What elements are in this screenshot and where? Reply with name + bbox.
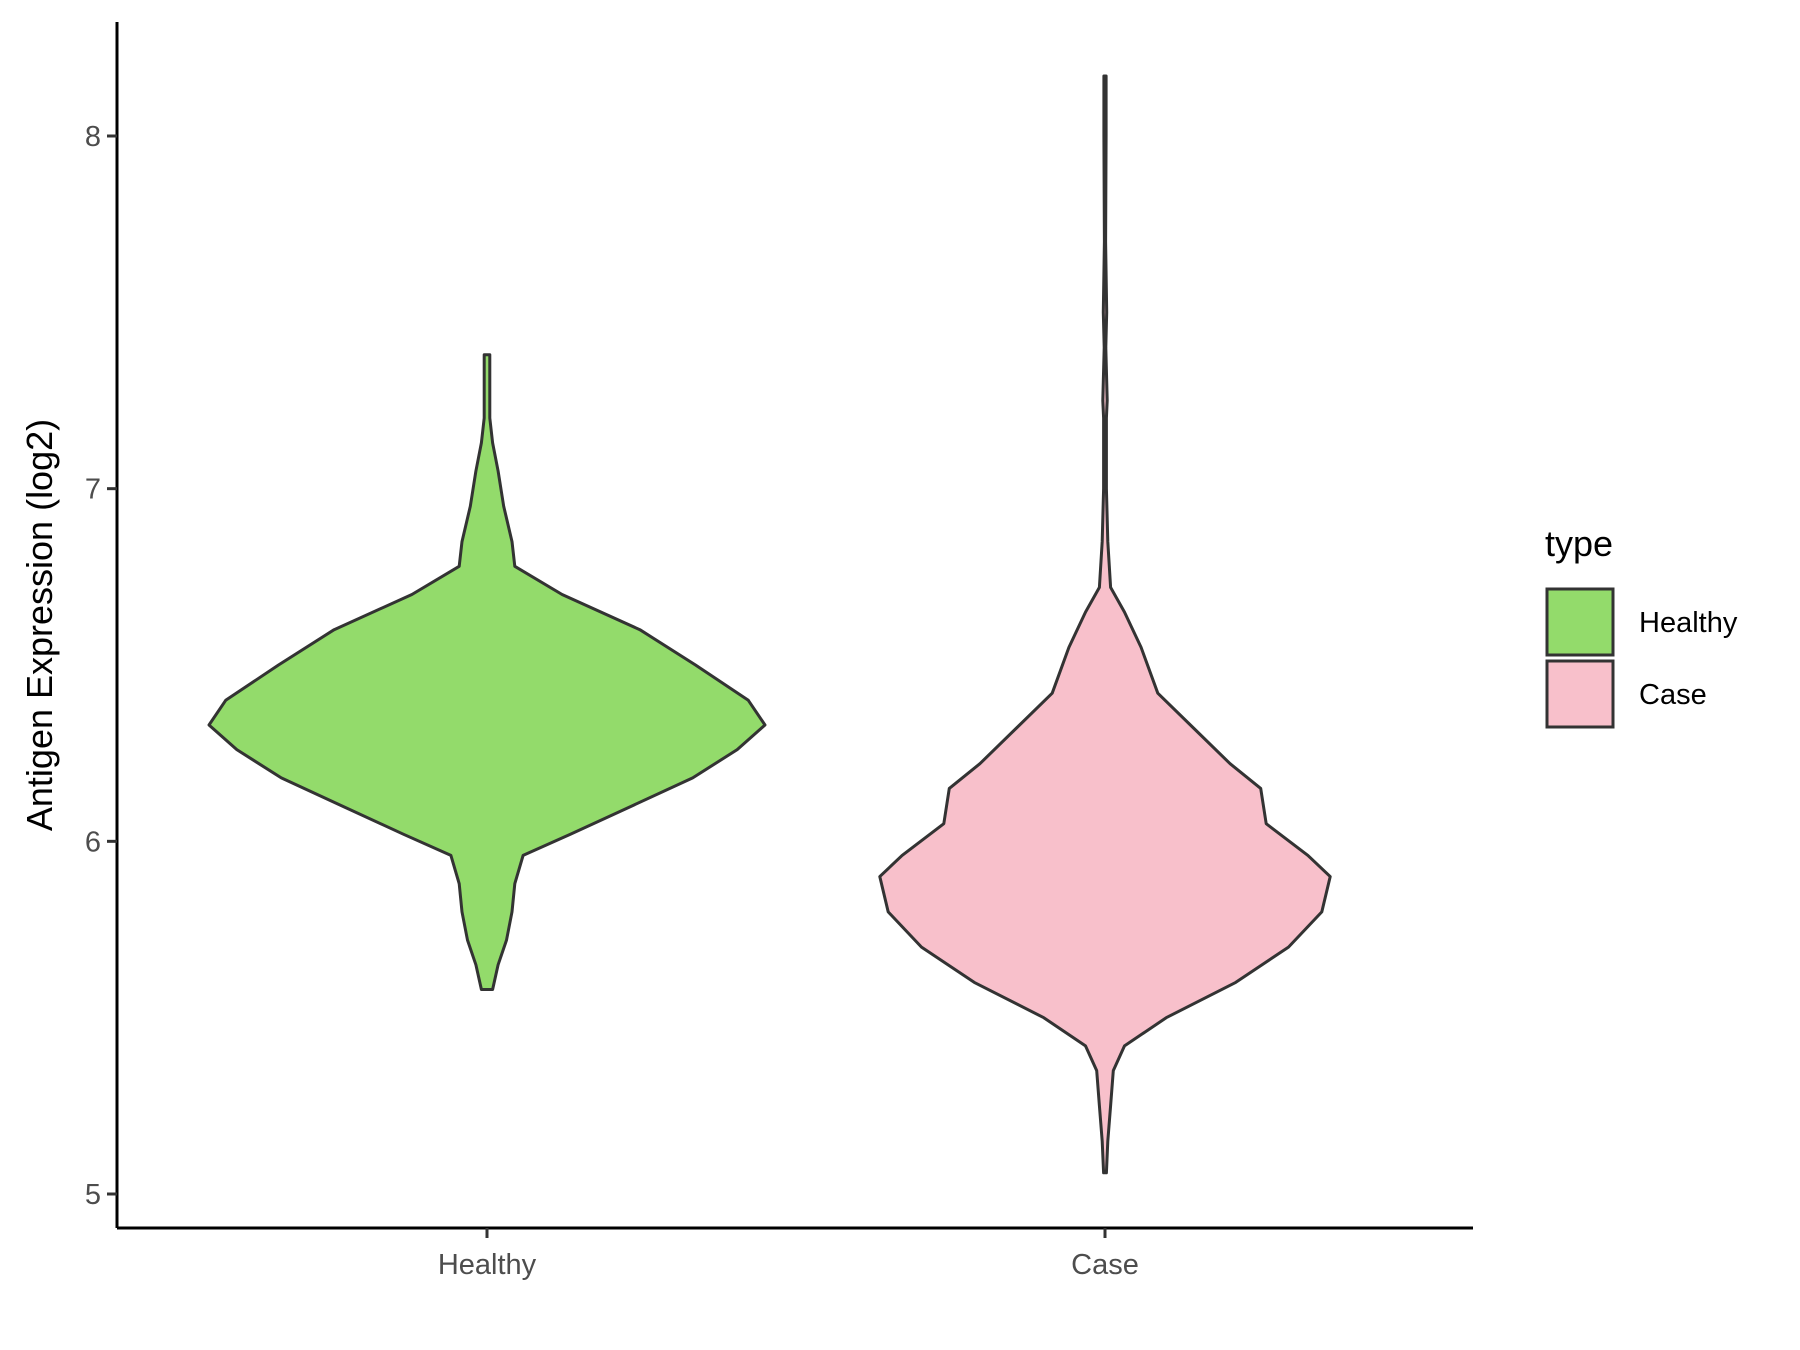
y-axis-title: Antigen Expression (log2) bbox=[19, 419, 60, 831]
x-tick-label-healthy: Healthy bbox=[438, 1249, 537, 1281]
legend-swatch-case bbox=[1545, 659, 1615, 729]
y-tick-label-8: 8 bbox=[85, 121, 101, 153]
violin-layer bbox=[207, 74, 1332, 1175]
legend-swatch-healthy bbox=[1545, 587, 1615, 657]
x-tick-label-case: Case bbox=[1071, 1249, 1139, 1281]
legend-title: type bbox=[1545, 523, 1613, 564]
y-tick-label-7: 7 bbox=[85, 474, 101, 506]
y-tick-label-6: 6 bbox=[85, 826, 101, 858]
legend-label-case: Case bbox=[1639, 679, 1707, 711]
legend: type Healthy Case bbox=[1545, 523, 1738, 729]
legend-label-healthy: Healthy bbox=[1639, 607, 1738, 639]
x-axis: Healthy Case bbox=[117, 1226, 1473, 1281]
y-tick-label-5: 5 bbox=[85, 1179, 101, 1211]
y-axis: 5 6 7 8 bbox=[85, 22, 119, 1228]
violin-healthy bbox=[207, 353, 767, 991]
violin-case bbox=[878, 74, 1332, 1175]
